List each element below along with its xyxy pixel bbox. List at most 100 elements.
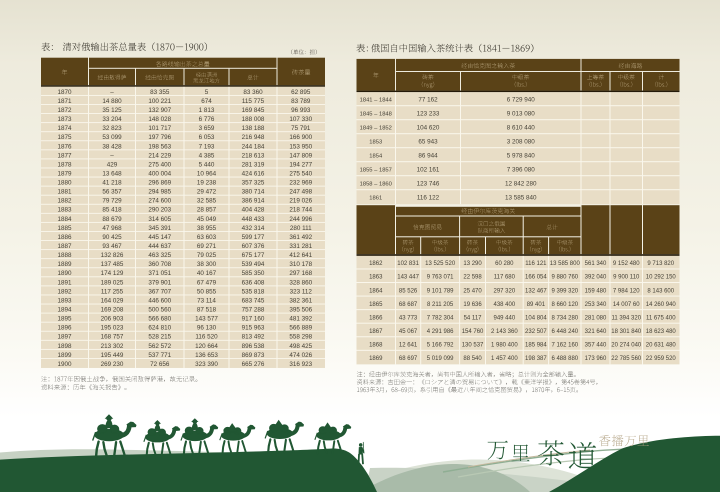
svg-text:213 302: 213 302 xyxy=(101,343,124,350)
svg-text:1864: 1864 xyxy=(369,288,383,294)
svg-text:400 004: 400 004 xyxy=(148,170,171,177)
svg-text:62 895: 62 895 xyxy=(291,89,311,96)
svg-text:194 277: 194 277 xyxy=(289,161,312,168)
svg-text:123 746: 123 746 xyxy=(417,181,440,188)
svg-text:1879: 1879 xyxy=(57,170,72,177)
svg-text:1841 – 1844: 1841 – 1844 xyxy=(360,98,393,104)
svg-text:247 498: 247 498 xyxy=(289,189,312,196)
svg-text:281 319: 281 319 xyxy=(242,161,265,168)
svg-text:314 605: 314 605 xyxy=(148,216,171,223)
svg-text:11 394 320: 11 394 320 xyxy=(611,315,641,321)
svg-text:244 996: 244 996 xyxy=(289,216,312,223)
svg-text:1866: 1866 xyxy=(369,315,383,321)
svg-text:328 860: 328 860 xyxy=(289,279,312,286)
svg-text:93 467: 93 467 xyxy=(102,243,122,250)
svg-text:8 734 280: 8 734 280 xyxy=(551,315,578,321)
svg-text:195 449: 195 449 xyxy=(101,352,124,359)
svg-text:189 025: 189 025 xyxy=(101,279,124,286)
svg-text:83 355: 83 355 xyxy=(150,89,170,96)
svg-text:395 506: 395 506 xyxy=(289,307,312,314)
svg-text:5 440: 5 440 xyxy=(199,161,215,168)
svg-text:9 101 789: 9 101 789 xyxy=(427,288,454,294)
svg-text:585 350: 585 350 xyxy=(242,270,265,277)
svg-text:444 637: 444 637 xyxy=(148,243,171,250)
svg-text:5: 5 xyxy=(205,89,209,96)
svg-text:323 112: 323 112 xyxy=(290,288,313,295)
svg-text:13 585 840: 13 585 840 xyxy=(505,195,537,202)
svg-text:83 360: 83 360 xyxy=(243,89,263,96)
svg-text:75 791: 75 791 xyxy=(291,125,311,132)
svg-text:1849 – 1852: 1849 – 1852 xyxy=(360,126,392,132)
svg-text:674: 674 xyxy=(201,98,212,105)
svg-text:116 122: 116 122 xyxy=(417,195,440,202)
svg-text:624 810: 624 810 xyxy=(148,325,171,332)
svg-text:382 361: 382 361 xyxy=(289,297,312,304)
svg-text:9 900 110: 9 900 110 xyxy=(613,275,640,281)
svg-text:1897: 1897 xyxy=(57,334,72,341)
svg-text:166 054: 166 054 xyxy=(525,275,547,281)
svg-text:14 007 60: 14 007 60 xyxy=(613,302,640,308)
svg-text:1869: 1869 xyxy=(369,356,383,362)
svg-text:13 648: 13 648 xyxy=(102,170,122,177)
svg-text:566 680: 566 680 xyxy=(148,316,171,323)
svg-text:219 026: 219 026 xyxy=(289,198,312,205)
svg-text:367 707: 367 707 xyxy=(148,288,171,295)
svg-text:896 538: 896 538 xyxy=(242,343,265,350)
svg-text:77 162: 77 162 xyxy=(418,97,438,104)
svg-text:1868: 1868 xyxy=(369,342,383,348)
svg-text:22 598: 22 598 xyxy=(463,275,482,281)
svg-text:357 440: 357 440 xyxy=(585,342,607,348)
svg-text:147 809: 147 809 xyxy=(289,152,312,159)
svg-text:38 300: 38 300 xyxy=(197,261,217,268)
svg-text:115 775: 115 775 xyxy=(242,98,265,105)
svg-text:20 631 480: 20 631 480 xyxy=(646,342,677,348)
svg-text:1865: 1865 xyxy=(369,302,383,308)
svg-text:54 117: 54 117 xyxy=(464,315,483,321)
svg-text:174 129: 174 129 xyxy=(101,270,124,277)
svg-text:566 889: 566 889 xyxy=(289,325,312,332)
svg-text:45 049: 45 049 xyxy=(197,216,217,223)
svg-text:132 907: 132 907 xyxy=(148,107,171,114)
svg-text:12 842 280: 12 842 280 xyxy=(505,181,537,188)
svg-text:539 494: 539 494 xyxy=(242,261,265,268)
svg-text:535 818: 535 818 xyxy=(242,288,265,295)
svg-text:89 401: 89 401 xyxy=(527,302,546,308)
svg-text:14 880: 14 880 xyxy=(102,98,122,105)
svg-text:1862: 1862 xyxy=(369,261,383,267)
svg-text:7 782 304: 7 782 304 xyxy=(427,315,454,321)
svg-text:253 340: 253 340 xyxy=(585,302,607,308)
svg-text:392 040: 392 040 xyxy=(585,275,607,281)
svg-text:274 600: 274 600 xyxy=(148,198,171,205)
svg-text:1892: 1892 xyxy=(57,288,72,295)
svg-text:481 392: 481 392 xyxy=(289,316,312,323)
svg-text:438 400: 438 400 xyxy=(493,302,515,308)
svg-text:915 963: 915 963 xyxy=(242,325,265,332)
svg-text:117 255: 117 255 xyxy=(101,288,124,295)
svg-text:281 080: 281 080 xyxy=(585,315,607,321)
svg-text:67 479: 67 479 xyxy=(197,279,217,286)
svg-text:429: 429 xyxy=(107,161,118,168)
svg-text:1889: 1889 xyxy=(57,261,72,268)
svg-text:474 026: 474 026 xyxy=(289,352,312,359)
svg-text:88 540: 88 540 xyxy=(463,356,482,362)
svg-text:1867: 1867 xyxy=(369,329,383,335)
svg-text:6 776: 6 776 xyxy=(199,116,215,123)
svg-text:6 448 240: 6 448 240 xyxy=(551,329,578,335)
svg-text:1899: 1899 xyxy=(57,352,72,359)
svg-text:1883: 1883 xyxy=(57,207,72,214)
svg-text:7 984 120: 7 984 120 xyxy=(613,288,640,294)
svg-text:3 208 080: 3 208 080 xyxy=(507,139,536,146)
svg-text:1896: 1896 xyxy=(57,325,72,332)
svg-text:22 959 520: 22 959 520 xyxy=(646,356,677,362)
svg-text:25 470: 25 470 xyxy=(463,288,482,294)
svg-text:316 923: 316 923 xyxy=(289,361,312,368)
svg-text:498 425: 498 425 xyxy=(289,343,312,350)
svg-text:153 950: 153 950 xyxy=(289,143,312,150)
svg-text:1890: 1890 xyxy=(57,270,72,277)
svg-text:432 314: 432 314 xyxy=(242,225,265,232)
svg-text:357 325: 357 325 xyxy=(242,180,265,187)
svg-text:14 260 940: 14 260 940 xyxy=(646,302,677,308)
svg-text:1 813: 1 813 xyxy=(199,107,215,114)
svg-text:107 330: 107 330 xyxy=(289,116,312,123)
svg-text:130 537: 130 537 xyxy=(462,342,484,348)
